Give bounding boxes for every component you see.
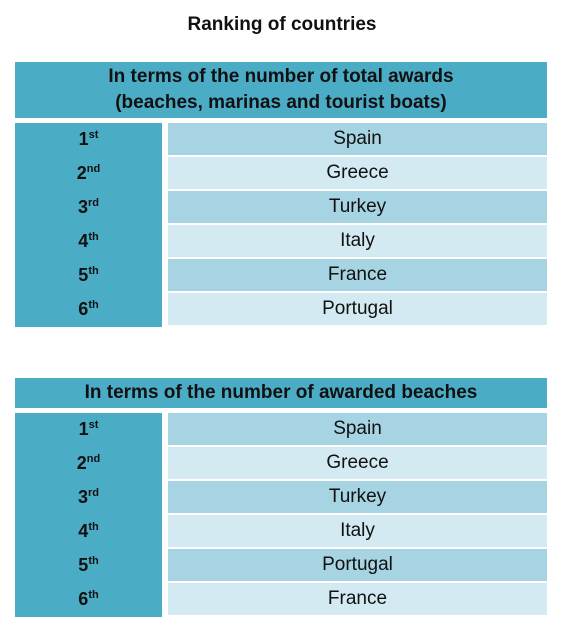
- rank-suffix: th: [88, 589, 99, 601]
- rank: 3rd: [15, 191, 162, 223]
- table-row: 4th Italy: [15, 225, 547, 259]
- table-header: In terms of the number of awarded beache…: [15, 378, 547, 408]
- table-row: 6th Portugal: [15, 293, 547, 327]
- rank: 3rd: [15, 481, 162, 513]
- rank: 5th: [15, 549, 162, 581]
- country: Spain: [168, 413, 547, 445]
- rank-suffix: st: [88, 419, 99, 431]
- rank-number: 3: [77, 487, 88, 507]
- rank-number: 5: [78, 265, 89, 285]
- table-row: 3rd Turkey: [15, 191, 547, 225]
- country: Greece: [168, 447, 547, 479]
- rank-suffix: nd: [86, 163, 101, 175]
- table-row: 4th Italy: [15, 515, 547, 549]
- rank: 6th: [15, 583, 162, 615]
- rank-suffix: th: [88, 521, 99, 533]
- country: Portugal: [168, 549, 547, 581]
- ranking-table: In terms of the number of awarded beache…: [15, 378, 547, 617]
- rank-suffix: nd: [86, 453, 101, 465]
- rank: 2nd: [15, 157, 162, 189]
- rank-number: 6: [78, 589, 89, 609]
- ranking-table: In terms of the number of total awards (b…: [15, 62, 547, 327]
- rank-column: [15, 123, 162, 327]
- rank: 5th: [15, 259, 162, 291]
- country: France: [168, 259, 547, 291]
- rank-number: 3: [77, 197, 88, 217]
- country: France: [168, 583, 547, 615]
- rank-number: 5: [78, 555, 89, 575]
- country: Turkey: [168, 191, 547, 223]
- rank-number: 4: [78, 231, 89, 251]
- table-row: 2nd Greece: [15, 157, 547, 191]
- rank: 6th: [15, 293, 162, 325]
- rank-suffix: th: [88, 555, 99, 567]
- rank: 2nd: [15, 447, 162, 479]
- rank-suffix: th: [88, 231, 99, 243]
- rank-number: 6: [78, 299, 89, 319]
- rank: 1st: [15, 413, 162, 445]
- rank-suffix: th: [88, 299, 99, 311]
- rank-column: [15, 413, 162, 617]
- rank-number: 1: [78, 129, 89, 149]
- country: Spain: [168, 123, 547, 155]
- rank-number: 2: [76, 163, 87, 183]
- table-header: In terms of the number of total awards (b…: [15, 62, 547, 118]
- country: Greece: [168, 157, 547, 189]
- rank-suffix: th: [88, 265, 99, 277]
- country: Portugal: [168, 293, 547, 325]
- header-line: (beaches, marinas and tourist boats): [115, 92, 447, 113]
- table-row: 6th France: [15, 583, 547, 617]
- table-row: 1st Spain: [15, 413, 547, 447]
- rank-suffix: rd: [88, 487, 99, 499]
- header-line: In terms of the number of total awards: [108, 66, 454, 87]
- rank-number: 2: [76, 453, 87, 473]
- table-row: 5th France: [15, 259, 547, 293]
- rank-suffix: st: [88, 129, 99, 141]
- rank-suffix: rd: [88, 197, 99, 209]
- table-row: 3rd Turkey: [15, 481, 547, 515]
- header-line: In terms of the number of awarded beache…: [84, 382, 478, 403]
- table-body: 1st Spain 2nd Greece 3rd Turkey 4th Italy 5th Fra…: [15, 123, 547, 327]
- page-title: Ranking of countries: [187, 14, 377, 35]
- rank-number: 1: [78, 419, 89, 439]
- table-row: 2nd Greece: [15, 447, 547, 481]
- table-row: 1st Spain: [15, 123, 547, 157]
- country: Turkey: [168, 481, 547, 513]
- rank: 1st: [15, 123, 162, 155]
- table-body: 1st Spain 2nd Greece 3rd Turkey 4th Italy 5th Por…: [15, 413, 547, 617]
- country: Italy: [168, 515, 547, 547]
- table-row: 5th Portugal: [15, 549, 547, 583]
- country: Italy: [168, 225, 547, 257]
- rank-number: 4: [78, 521, 89, 541]
- rank: 4th: [15, 515, 162, 547]
- rank: 4th: [15, 225, 162, 257]
